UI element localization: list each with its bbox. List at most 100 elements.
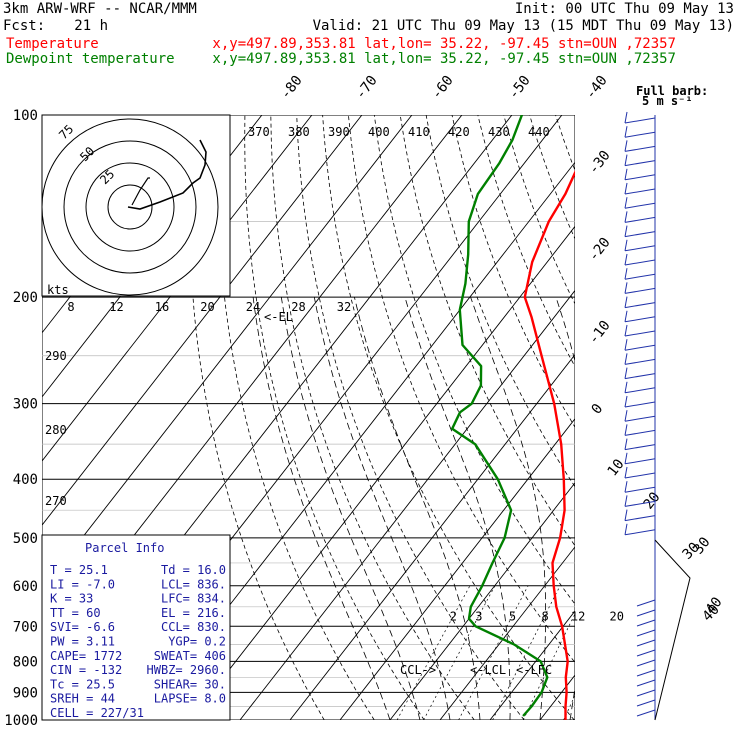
theta-side-label: 290 bbox=[45, 349, 67, 363]
temperature-trace bbox=[523, 169, 575, 720]
pressure-tick-label: 800 bbox=[13, 654, 38, 670]
wind-barb bbox=[624, 117, 656, 124]
wind-barb-flag bbox=[624, 509, 628, 521]
wind-barb-flag bbox=[624, 367, 628, 379]
dry-adiabat bbox=[685, 115, 740, 720]
parcel-title: Parcel Info bbox=[85, 541, 164, 555]
isotherm-label: -60 bbox=[429, 73, 457, 103]
dry-adiabat bbox=[711, 115, 740, 720]
theta-side-label: 270 bbox=[45, 494, 67, 508]
mixing-ratio-label: 8 bbox=[541, 609, 548, 623]
wind-barb-flag bbox=[624, 140, 628, 152]
isotherm-label: -10 bbox=[586, 318, 614, 348]
dry-adiabat bbox=[737, 115, 740, 720]
wind-barb bbox=[624, 458, 656, 465]
wind-barb-low bbox=[636, 659, 656, 667]
hodograph-speed-tick: 28 bbox=[291, 300, 305, 314]
wind-barb-flag bbox=[624, 495, 628, 507]
wind-barb-flag bbox=[624, 452, 628, 464]
parcel-frame bbox=[41, 534, 231, 721]
parcel-row-left: Tc = 25.5 bbox=[50, 677, 115, 691]
moist-adiabat bbox=[404, 296, 511, 720]
wind-barb-flag bbox=[624, 296, 628, 308]
wind-barb-low bbox=[636, 699, 656, 707]
isotherm-label: -80 bbox=[278, 73, 306, 103]
wind-panel-title: Full barb: bbox=[636, 84, 708, 98]
isotherm-label: 10 bbox=[605, 456, 628, 479]
isotherm bbox=[42, 115, 363, 526]
wind-barb bbox=[624, 174, 656, 181]
wind-barb bbox=[624, 131, 656, 138]
wind-barb bbox=[624, 160, 656, 167]
model-title: 3km ARW-WRF -- NCAR/MMM bbox=[3, 1, 197, 17]
wind-barb-low bbox=[636, 669, 656, 677]
wind-barb-low bbox=[636, 599, 656, 607]
wind-barb bbox=[624, 145, 656, 152]
traces-layer bbox=[451, 115, 575, 720]
isotherm bbox=[42, 115, 313, 462]
mixing-ratio-label: 5 bbox=[509, 609, 516, 623]
dry-adiabat bbox=[348, 115, 575, 664]
isotherm bbox=[339, 417, 575, 720]
hodograph-speed-tick: 32 bbox=[337, 300, 351, 314]
pressure-tick-label: 200 bbox=[13, 290, 38, 306]
dew-legend-label: Dewpoint temperature bbox=[6, 51, 175, 67]
wind-barb-flag bbox=[624, 154, 628, 166]
theta-label: 370 bbox=[248, 125, 270, 139]
dry-adiabat bbox=[425, 115, 575, 488]
theta-side-label: 280 bbox=[45, 423, 67, 437]
moist-adiabat bbox=[252, 297, 391, 720]
dry-adiabat bbox=[244, 115, 425, 720]
moist-adiabat bbox=[470, 296, 547, 720]
wind-speed-axis bbox=[654, 539, 691, 721]
isotherm bbox=[289, 353, 575, 720]
moist-adiabat bbox=[313, 297, 451, 720]
mixing-ratio-line bbox=[423, 585, 496, 720]
wind-panel-subtitle: 5 m s⁻¹ bbox=[642, 94, 693, 108]
parcel-row-left: K = 33 bbox=[50, 592, 93, 606]
wind-barb bbox=[624, 302, 656, 309]
parcel-row-right: LAPSE= 8.0 bbox=[154, 692, 226, 706]
wind-barb-flag bbox=[624, 126, 628, 138]
hodograph-inner-trace bbox=[131, 177, 150, 206]
parcel-row-right: EL = 216. bbox=[161, 606, 226, 620]
wind-barb bbox=[624, 231, 656, 238]
moist-adiabat bbox=[555, 296, 575, 720]
isotherm-label: -20 bbox=[586, 235, 614, 265]
hodograph-ring bbox=[63, 140, 197, 274]
wind-barb bbox=[624, 259, 656, 266]
wind-barb bbox=[624, 472, 656, 479]
dry-adiabat bbox=[217, 115, 375, 720]
dry-adiabat bbox=[607, 115, 740, 720]
mixing-ratio-line bbox=[563, 694, 575, 720]
wind-barb-flag bbox=[624, 339, 628, 351]
wind-barb bbox=[624, 401, 656, 408]
wind-barb-flag bbox=[624, 353, 628, 365]
dry-adiabat bbox=[399, 115, 575, 547]
annotation-label: <-LFC bbox=[516, 663, 552, 677]
wind-barb bbox=[624, 202, 656, 209]
wind-barb bbox=[624, 529, 656, 536]
isotherm bbox=[389, 482, 575, 720]
parcel-row-left: TT = 60 bbox=[50, 606, 101, 620]
dry-adiabat bbox=[189, 115, 325, 720]
dry-adiabat bbox=[322, 115, 575, 720]
theta-label: 420 bbox=[448, 125, 470, 139]
wind-barb bbox=[624, 444, 656, 451]
parcel-row-left: CIN = -132 bbox=[50, 663, 122, 677]
isotherm-label: -40 bbox=[583, 73, 611, 103]
wind-panel: Full barb:5 m s⁻¹ bbox=[624, 84, 708, 721]
wind-barb-low bbox=[636, 689, 656, 697]
wind-barb-flag bbox=[624, 211, 628, 223]
wind-barb bbox=[624, 429, 656, 436]
annotation-label: CCL-> bbox=[400, 663, 436, 677]
wind-barb bbox=[624, 373, 656, 380]
wind-barb bbox=[624, 415, 656, 422]
fcst-value: 21 h bbox=[74, 18, 108, 34]
isotherm bbox=[690, 115, 740, 720]
dry-adiabat bbox=[581, 115, 740, 720]
wind-barb bbox=[624, 273, 656, 280]
dry-adiabat bbox=[659, 115, 740, 720]
mixing-ratio-label: 3 bbox=[475, 609, 482, 623]
